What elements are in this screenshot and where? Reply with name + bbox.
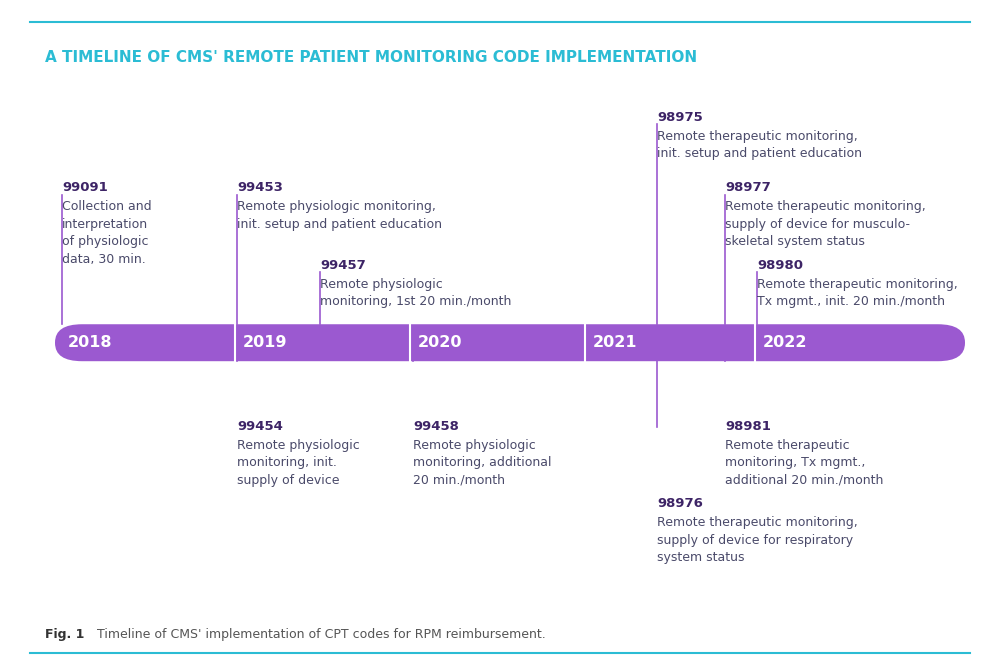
Text: 99091: 99091 <box>62 181 108 194</box>
Text: 98976: 98976 <box>657 497 703 510</box>
Text: 98981: 98981 <box>725 420 771 433</box>
Text: Remote physiologic
monitoring, additional
20 min./month: Remote physiologic monitoring, additiona… <box>413 439 552 487</box>
Text: Timeline of CMS' implementation of CPT codes for RPM reimbursement.: Timeline of CMS' implementation of CPT c… <box>97 628 546 641</box>
Text: 2021: 2021 <box>593 335 638 350</box>
Text: Remote physiologic
monitoring, init.
supply of device: Remote physiologic monitoring, init. sup… <box>237 439 360 487</box>
Text: 99457: 99457 <box>320 259 366 271</box>
Text: Remote therapeutic
monitoring, Tx mgmt.,
additional 20 min./month: Remote therapeutic monitoring, Tx mgmt.,… <box>725 439 883 487</box>
Text: Collection and
interpretation
of physiologic
data, 30 min.: Collection and interpretation of physiol… <box>62 200 152 265</box>
Text: 98980: 98980 <box>757 259 803 271</box>
Text: Remote physiologic
monitoring, 1st 20 min./month: Remote physiologic monitoring, 1st 20 mi… <box>320 278 511 308</box>
Text: Remote therapeutic monitoring,
init. setup and patient education: Remote therapeutic monitoring, init. set… <box>657 130 862 160</box>
Text: Remote therapeutic monitoring,
supply of device for respiratory
system status: Remote therapeutic monitoring, supply of… <box>657 516 858 564</box>
Text: 98975: 98975 <box>657 111 703 124</box>
Text: Fig. 1: Fig. 1 <box>45 628 89 641</box>
Text: 2022: 2022 <box>763 335 808 350</box>
Text: Remote physiologic monitoring,
init. setup and patient education: Remote physiologic monitoring, init. set… <box>237 200 442 230</box>
Text: 2019: 2019 <box>243 335 288 350</box>
Text: 98977: 98977 <box>725 181 771 194</box>
Text: 99458: 99458 <box>413 420 459 433</box>
Text: A TIMELINE OF CMS' REMOTE PATIENT MONITORING CODE IMPLEMENTATION: A TIMELINE OF CMS' REMOTE PATIENT MONITO… <box>45 50 697 65</box>
Text: 2018: 2018 <box>68 335 112 350</box>
Text: 99454: 99454 <box>237 420 283 433</box>
Text: 99453: 99453 <box>237 181 283 194</box>
FancyBboxPatch shape <box>55 325 965 362</box>
Text: 2020: 2020 <box>418 335 462 350</box>
Text: Remote therapeutic monitoring,
Tx mgmt., init. 20 min./month: Remote therapeutic monitoring, Tx mgmt.,… <box>757 278 958 308</box>
Text: Remote therapeutic monitoring,
supply of device for musculo-
skeletal system sta: Remote therapeutic monitoring, supply of… <box>725 200 926 248</box>
